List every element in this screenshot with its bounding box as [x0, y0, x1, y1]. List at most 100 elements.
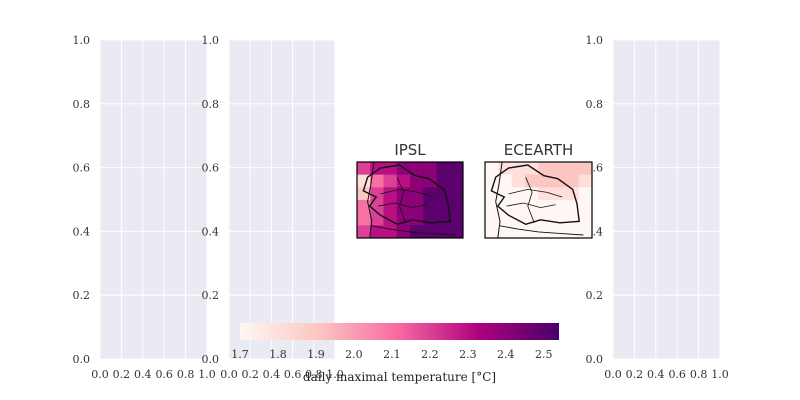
- map-title: IPSL: [394, 141, 426, 159]
- map-cell: [498, 212, 513, 226]
- map-panel-ecearth: ECEARTH: [484, 141, 593, 239]
- map-cell: [396, 225, 411, 238]
- map-cell: [511, 225, 526, 238]
- x-tick-label: 0.6: [155, 368, 173, 381]
- map-cell: [498, 187, 513, 201]
- colorbar-tick-label: 1.7: [231, 348, 249, 361]
- map-cell: [511, 162, 526, 176]
- colorbar-tick-label: 1.9: [307, 348, 325, 361]
- map-cell: [578, 225, 592, 238]
- map-cell: [370, 212, 384, 226]
- x-tick-label: 0.0: [220, 368, 238, 381]
- map-cell: [551, 225, 566, 238]
- map-cell: [551, 187, 566, 201]
- map-cell: [578, 174, 592, 188]
- y-tick-label: 0.0: [202, 353, 220, 366]
- map-boundaries: [362, 162, 455, 238]
- map-cell: [485, 200, 499, 214]
- map-cell: [370, 187, 384, 201]
- y-tick-label: 0.6: [202, 162, 220, 175]
- map-frame: [484, 161, 593, 239]
- coastline: [367, 162, 375, 238]
- map-title: ECEARTH: [504, 141, 573, 159]
- map-cell: [538, 225, 553, 238]
- map-cell: [565, 225, 580, 238]
- map-cell: [449, 162, 463, 176]
- map-panel-ipsl: IPSL: [356, 141, 464, 239]
- x-tick-label: 0.8: [305, 368, 323, 381]
- map-cell: [357, 187, 371, 201]
- map-cell: [578, 162, 592, 176]
- map-cell: [410, 212, 424, 226]
- colorbar-tick-label: 1.8: [269, 348, 287, 361]
- map-cell: [498, 225, 513, 238]
- map-cell: [565, 200, 580, 214]
- map-cell: [485, 187, 499, 201]
- map-cell: [511, 174, 526, 188]
- axes-background: [613, 40, 720, 359]
- map-cell: [565, 212, 580, 226]
- x-tick-label: 0.4: [263, 368, 281, 381]
- map-cell: [436, 174, 451, 188]
- map-cell: [511, 200, 526, 214]
- map-cell: [565, 162, 580, 176]
- colorbar-tick-label: 2.0: [345, 348, 363, 361]
- country-outline: [362, 164, 452, 226]
- y-tick-label: 0.8: [73, 98, 91, 111]
- map-cell: [370, 174, 384, 188]
- southern-border: [371, 225, 455, 236]
- colorbar-tick-label: 2.2: [421, 348, 439, 361]
- x-tick-label: 0.8: [177, 368, 195, 381]
- map-cell: [357, 225, 371, 238]
- y-tick-label: 0.8: [202, 98, 220, 111]
- map-cell: [551, 200, 566, 214]
- y-tick-label: 0.2: [586, 289, 604, 302]
- colorbar: 1.7 1.8 1.9 2.0 2.1 2.2 2.3 2.4 2.5 daily maxima…: [231, 323, 559, 384]
- x-tick-label: 0.0: [91, 368, 109, 381]
- x-tick-label: 0.0: [604, 368, 622, 381]
- region-boundary: [525, 177, 535, 223]
- map-cell: [525, 212, 540, 226]
- map-cell: [410, 174, 424, 188]
- y-tick-label: 0.8: [586, 98, 604, 111]
- y-tick-label: 0.2: [73, 289, 91, 302]
- map-cell: [485, 225, 499, 238]
- x-tick-label: 1.0: [198, 368, 216, 381]
- y-tick-label: 0.0: [73, 353, 91, 366]
- empty-axes-3: 0.0 0.2 0.4 0.6 0.8 1.00.00.20.40.60.81.0: [586, 34, 729, 381]
- y-tick-label: 1.0: [202, 34, 220, 47]
- map-cell: [410, 225, 424, 238]
- colorbar-gradient: [240, 323, 559, 340]
- x-tick-label: 0.4: [647, 368, 665, 381]
- region-boundary: [380, 188, 434, 198]
- map-cell: [449, 212, 463, 226]
- map-cell: [551, 174, 566, 188]
- colorbar-tick-label: 2.3: [459, 348, 477, 361]
- map-cell: [410, 162, 424, 176]
- map-cell: [423, 174, 437, 188]
- map-cells: [357, 162, 463, 238]
- x-tick-label: 0.8: [690, 368, 708, 381]
- region-boundary: [396, 177, 407, 223]
- x-tick-label: 0.2: [241, 368, 259, 381]
- map-cell: [498, 174, 513, 188]
- map-cell: [396, 212, 411, 226]
- empty-axes-group: 0.0 0.2 0.4 0.6 0.8 1.00.00.20.40.60.81.00.0 0…: [73, 34, 729, 381]
- y-tick-label: 0.4: [73, 225, 91, 238]
- map-cell: [436, 200, 451, 214]
- map-cell: [357, 212, 371, 226]
- map-cell: [449, 225, 463, 238]
- x-tick-label: 1.0: [711, 368, 729, 381]
- map-cell: [383, 200, 398, 214]
- colorbar-ticks: 1.7 1.8 1.9 2.0 2.1 2.2 2.3 2.4 2.5: [231, 348, 552, 361]
- y-tick-label: 0.4: [202, 225, 220, 238]
- map-cell: [383, 225, 398, 238]
- empty-axes-2: 0.0 0.2 0.4 0.6 0.8 1.00.00.20.40.60.81.0: [202, 34, 344, 381]
- map-cell: [578, 187, 592, 201]
- map-cell: [383, 187, 398, 201]
- map-cell: [525, 225, 540, 238]
- map-cell: [485, 212, 499, 226]
- map-cell: [551, 162, 566, 176]
- x-tick-label: 0.2: [113, 368, 131, 381]
